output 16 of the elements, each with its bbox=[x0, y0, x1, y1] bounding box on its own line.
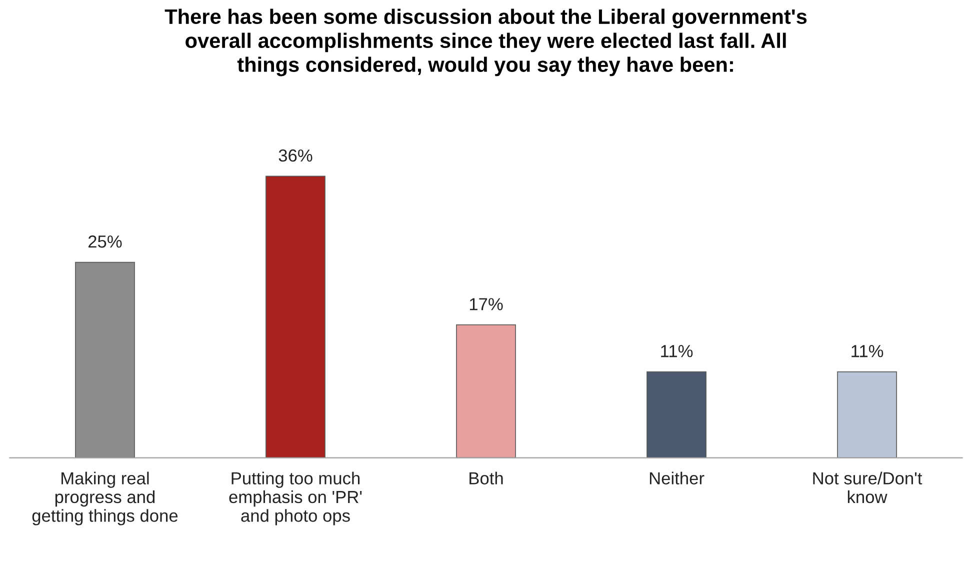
bar bbox=[75, 262, 135, 458]
data-label: 11% bbox=[852, 345, 884, 358]
bar bbox=[456, 324, 516, 458]
x-tick-label: Not sure/Don't know bbox=[813, 472, 922, 504]
data-label: 17% bbox=[470, 298, 503, 310]
data-label: 36% bbox=[278, 149, 312, 162]
data-label: 11% bbox=[661, 345, 693, 358]
x-tick-label: Both bbox=[470, 472, 503, 484]
bar bbox=[266, 176, 326, 458]
chart-title: There has been some discussion about the Liberal government's overall accomplishments since they were elected last fall. All things considered, would you say they have been: bbox=[164, 8, 807, 76]
x-tick-label: Putting too much emphasis on 'PR' and photo ops bbox=[229, 472, 362, 526]
x-tick-label: Neither bbox=[650, 472, 704, 484]
x-tick-label: Making real progress and getting things done bbox=[32, 472, 178, 526]
bar bbox=[646, 371, 706, 458]
data-label: 25% bbox=[88, 235, 122, 248]
bar bbox=[837, 371, 897, 458]
